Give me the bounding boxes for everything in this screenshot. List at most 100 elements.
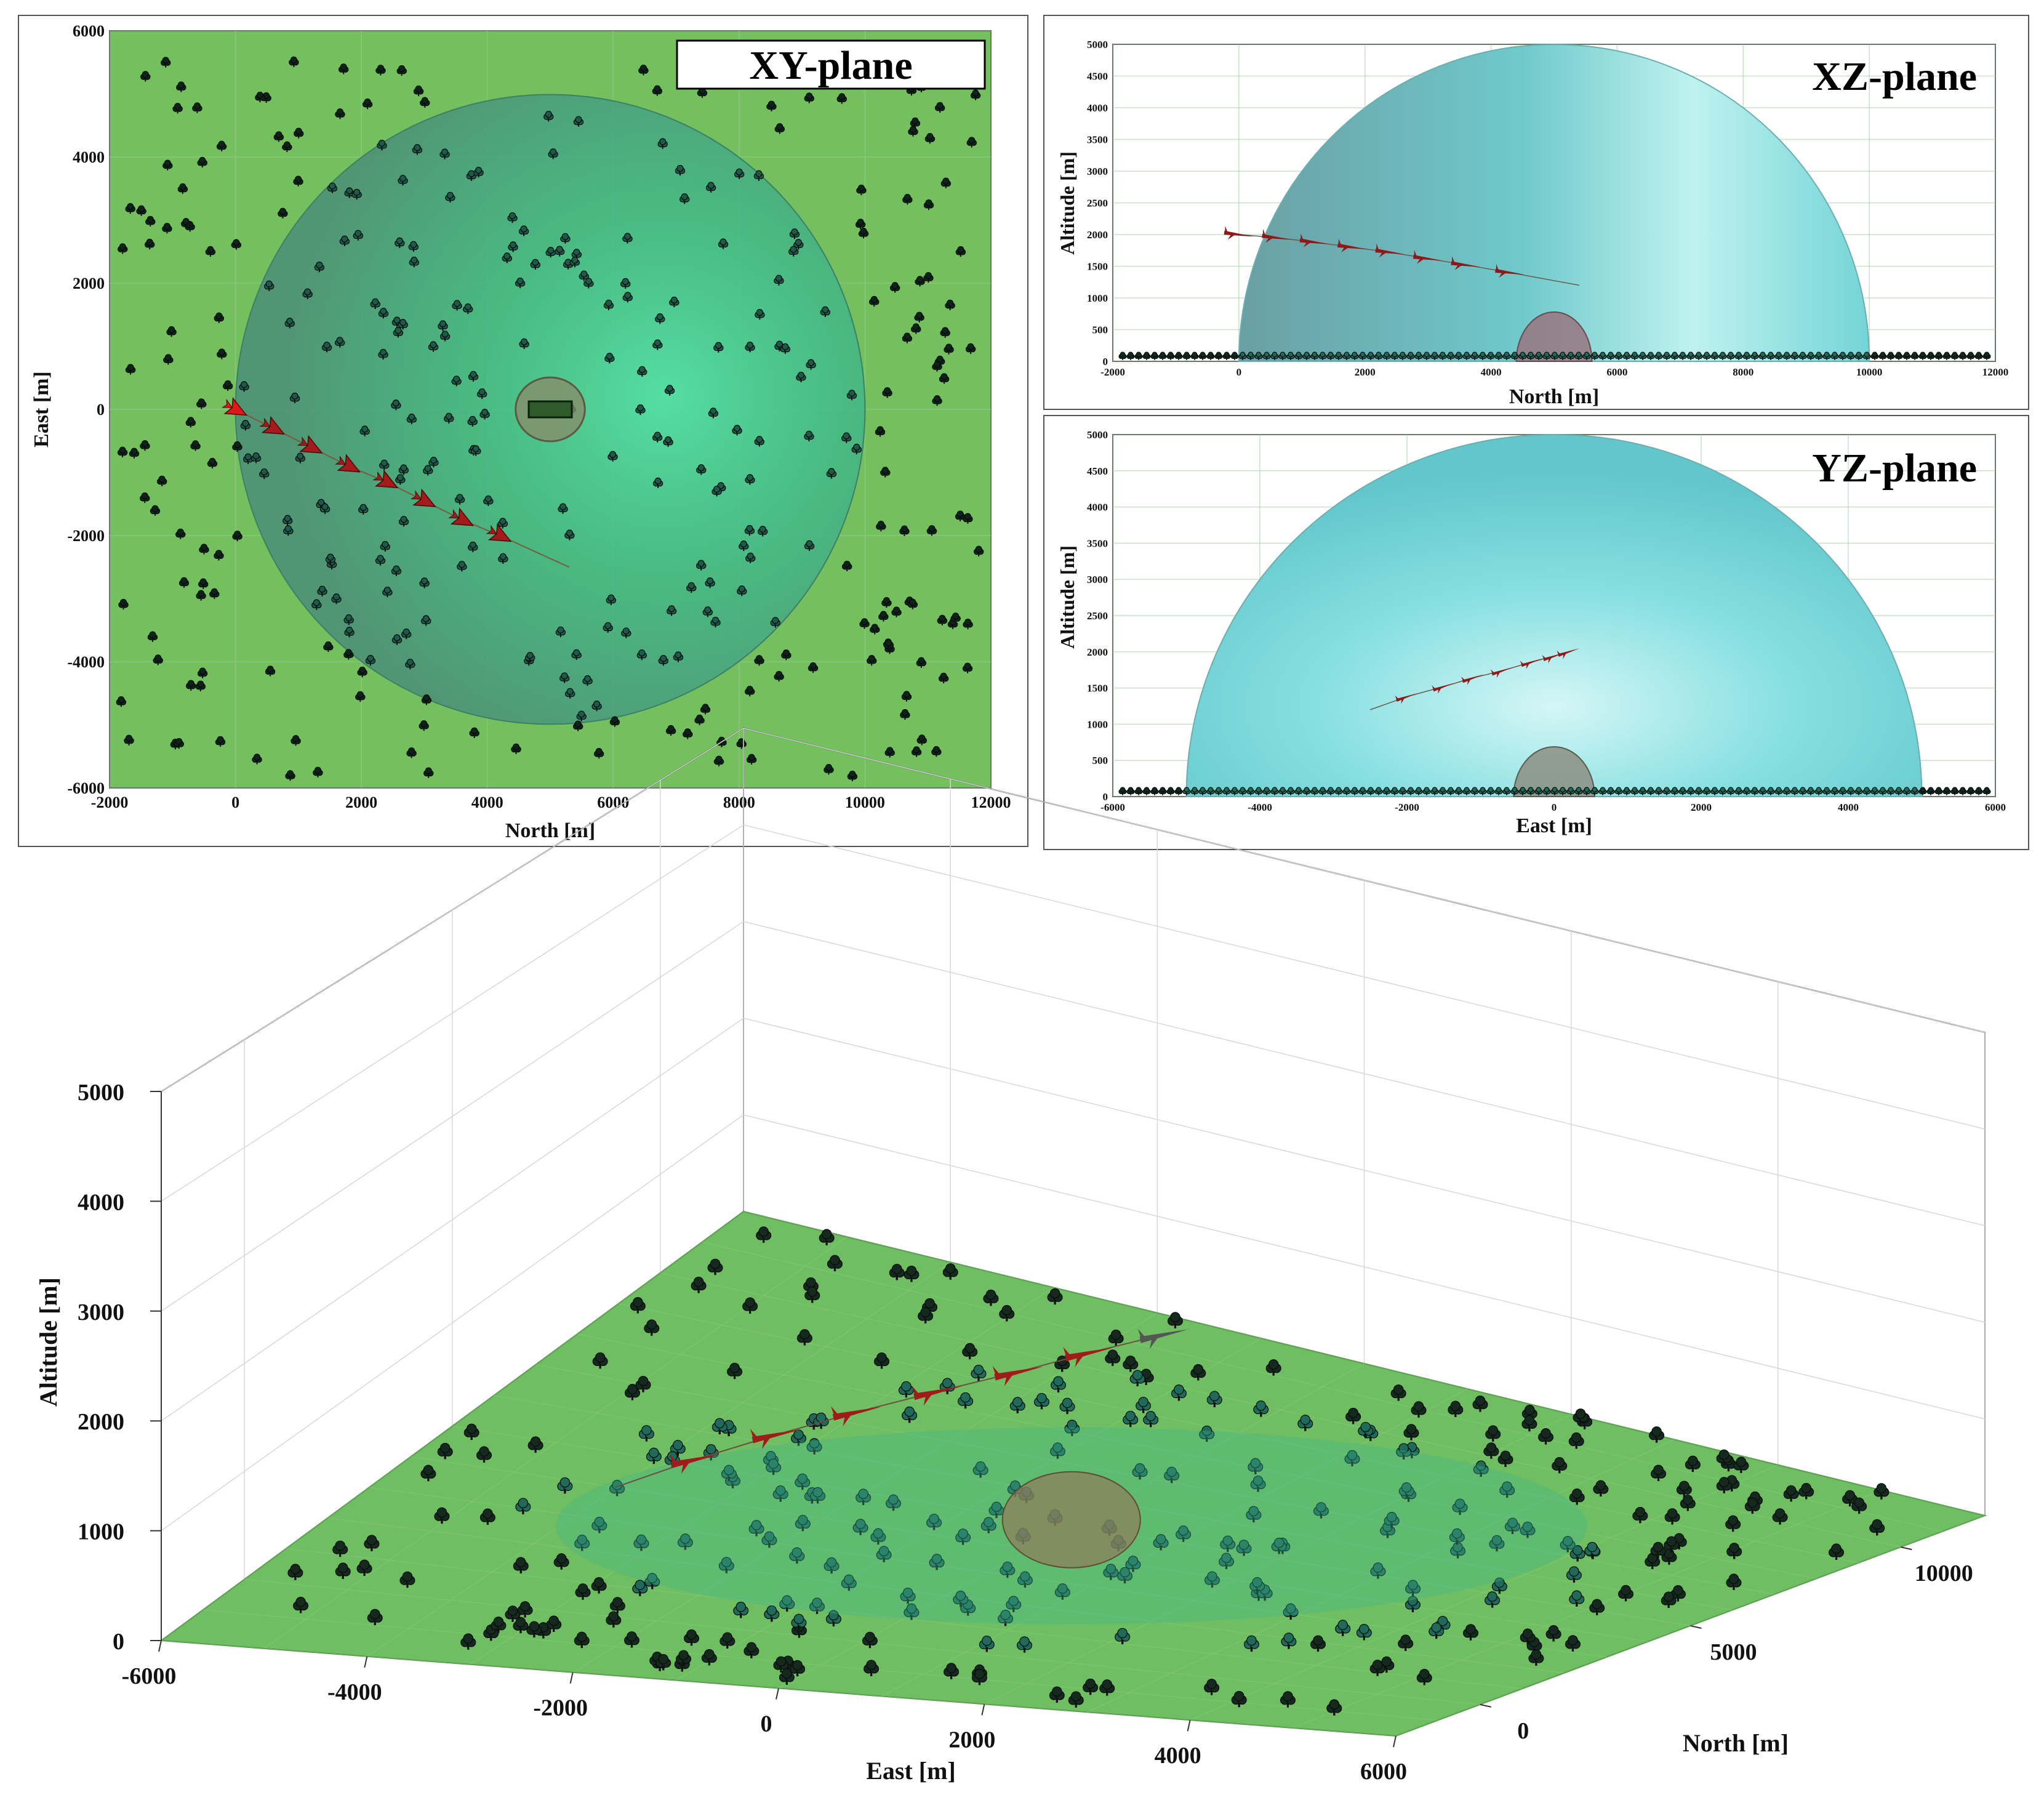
tree-trunk: [433, 464, 435, 468]
tree-crown: [719, 238, 727, 246]
tree-icon: [423, 767, 434, 778]
tree-trunk: [1149, 1422, 1152, 1428]
tree-trunk: [625, 635, 627, 638]
yz-title: YZ-plane: [1812, 446, 1977, 491]
tree-trunk: [444, 156, 446, 159]
tree-icon: [793, 239, 804, 250]
tree-icon: [891, 606, 902, 617]
tree-trunk: [523, 233, 525, 236]
tree-trunk: [129, 211, 131, 214]
tree-crown: [1184, 352, 1190, 358]
tree-trunk: [441, 1519, 443, 1524]
tree-trunk: [318, 269, 320, 273]
tree-trunk: [1626, 793, 1627, 795]
tree-trunk: [1954, 793, 1955, 795]
tree-crown: [1653, 1465, 1664, 1476]
tree-trunk: [936, 753, 937, 757]
tree-icon: [1270, 352, 1279, 360]
tree-trunk: [1810, 793, 1811, 795]
tree-trunk: [1790, 1497, 1792, 1502]
tree-trunk: [1546, 358, 1547, 360]
tree-trunk: [221, 148, 223, 151]
tree-crown: [576, 1631, 587, 1642]
tree-trunk: [1591, 1553, 1593, 1559]
tree-icon: [757, 526, 768, 537]
tree-icon: [511, 743, 521, 754]
tree-crown: [1952, 787, 1958, 793]
tree-trunk: [1504, 1462, 1507, 1467]
tree-icon: [344, 187, 355, 198]
tree-trunk: [577, 728, 579, 731]
tree-trunk: [921, 742, 923, 745]
tree-crown: [383, 586, 391, 593]
tree-crown: [1568, 787, 1574, 793]
tree-crown: [1616, 352, 1622, 358]
x-tick-label: -2000: [91, 794, 129, 811]
tree-trunk: [1322, 358, 1323, 360]
tree-trunk: [326, 349, 328, 353]
tree-icon: [963, 513, 973, 524]
tree-icon: [343, 649, 354, 660]
tree-icon: [1118, 352, 1127, 360]
tree-icon: [162, 223, 172, 234]
tree-crown: [1584, 352, 1590, 358]
altitude-tick-label: 1000: [78, 1519, 124, 1545]
tree-crown: [119, 598, 127, 606]
tree-crown: [1224, 352, 1230, 358]
tree-icon: [469, 727, 479, 738]
tree-crown: [1816, 352, 1822, 358]
tree-trunk: [381, 147, 383, 151]
tree-icon: [1134, 352, 1143, 360]
tree-crown: [1296, 352, 1302, 358]
tree-crown: [1688, 787, 1694, 793]
tree-icon: [370, 298, 381, 309]
tree-icon: [695, 560, 707, 571]
tree-icon: [466, 170, 477, 181]
tree-trunk: [820, 1424, 822, 1429]
tree-trunk: [1658, 358, 1659, 360]
tree-crown: [1666, 1536, 1677, 1547]
tree-icon: [357, 666, 367, 678]
tree-icon: [216, 140, 227, 151]
tree-icon: [198, 578, 209, 589]
tree-trunk: [830, 475, 832, 479]
tree-icon: [398, 175, 408, 186]
tree-trunk: [1826, 358, 1827, 360]
tree-crown: [359, 666, 366, 674]
tree-trunk: [1202, 358, 1203, 360]
tree-trunk: [1498, 1589, 1501, 1594]
tree-trunk: [1378, 358, 1379, 360]
tree-crown: [193, 102, 201, 110]
tree-crown: [1840, 787, 1846, 793]
tree-trunk: [444, 1454, 446, 1460]
aircraft-icon: [486, 523, 512, 542]
tree-crown: [260, 468, 268, 475]
tree-icon: [745, 474, 755, 485]
tree-trunk: [1061, 1367, 1064, 1372]
tree-trunk: [416, 151, 418, 155]
tree-trunk: [871, 662, 873, 666]
tree-trunk: [423, 585, 425, 589]
tree-crown: [901, 709, 908, 716]
tree-trunk: [399, 244, 401, 248]
tree-icon: [377, 139, 387, 151]
tree-crown: [1571, 1432, 1582, 1443]
tree-trunk: [467, 311, 469, 315]
tree-crown: [499, 553, 507, 560]
tree-crown: [920, 1307, 931, 1318]
tree-crown: [323, 342, 331, 349]
tree-trunk: [598, 1588, 600, 1594]
tree-crown: [1408, 787, 1414, 793]
tree-icon: [1182, 352, 1191, 360]
tree-crown: [1768, 787, 1774, 793]
tree-trunk: [1298, 358, 1299, 360]
tree-trunk: [749, 481, 751, 485]
tree-crown: [1337, 1620, 1348, 1630]
tree-trunk: [656, 92, 658, 96]
tree-trunk: [659, 321, 661, 324]
tree-icon: [788, 246, 799, 257]
tree-trunk: [929, 140, 931, 144]
tree-crown: [1368, 352, 1374, 358]
tree-crown: [940, 373, 948, 380]
tree-icon: [1342, 352, 1351, 360]
